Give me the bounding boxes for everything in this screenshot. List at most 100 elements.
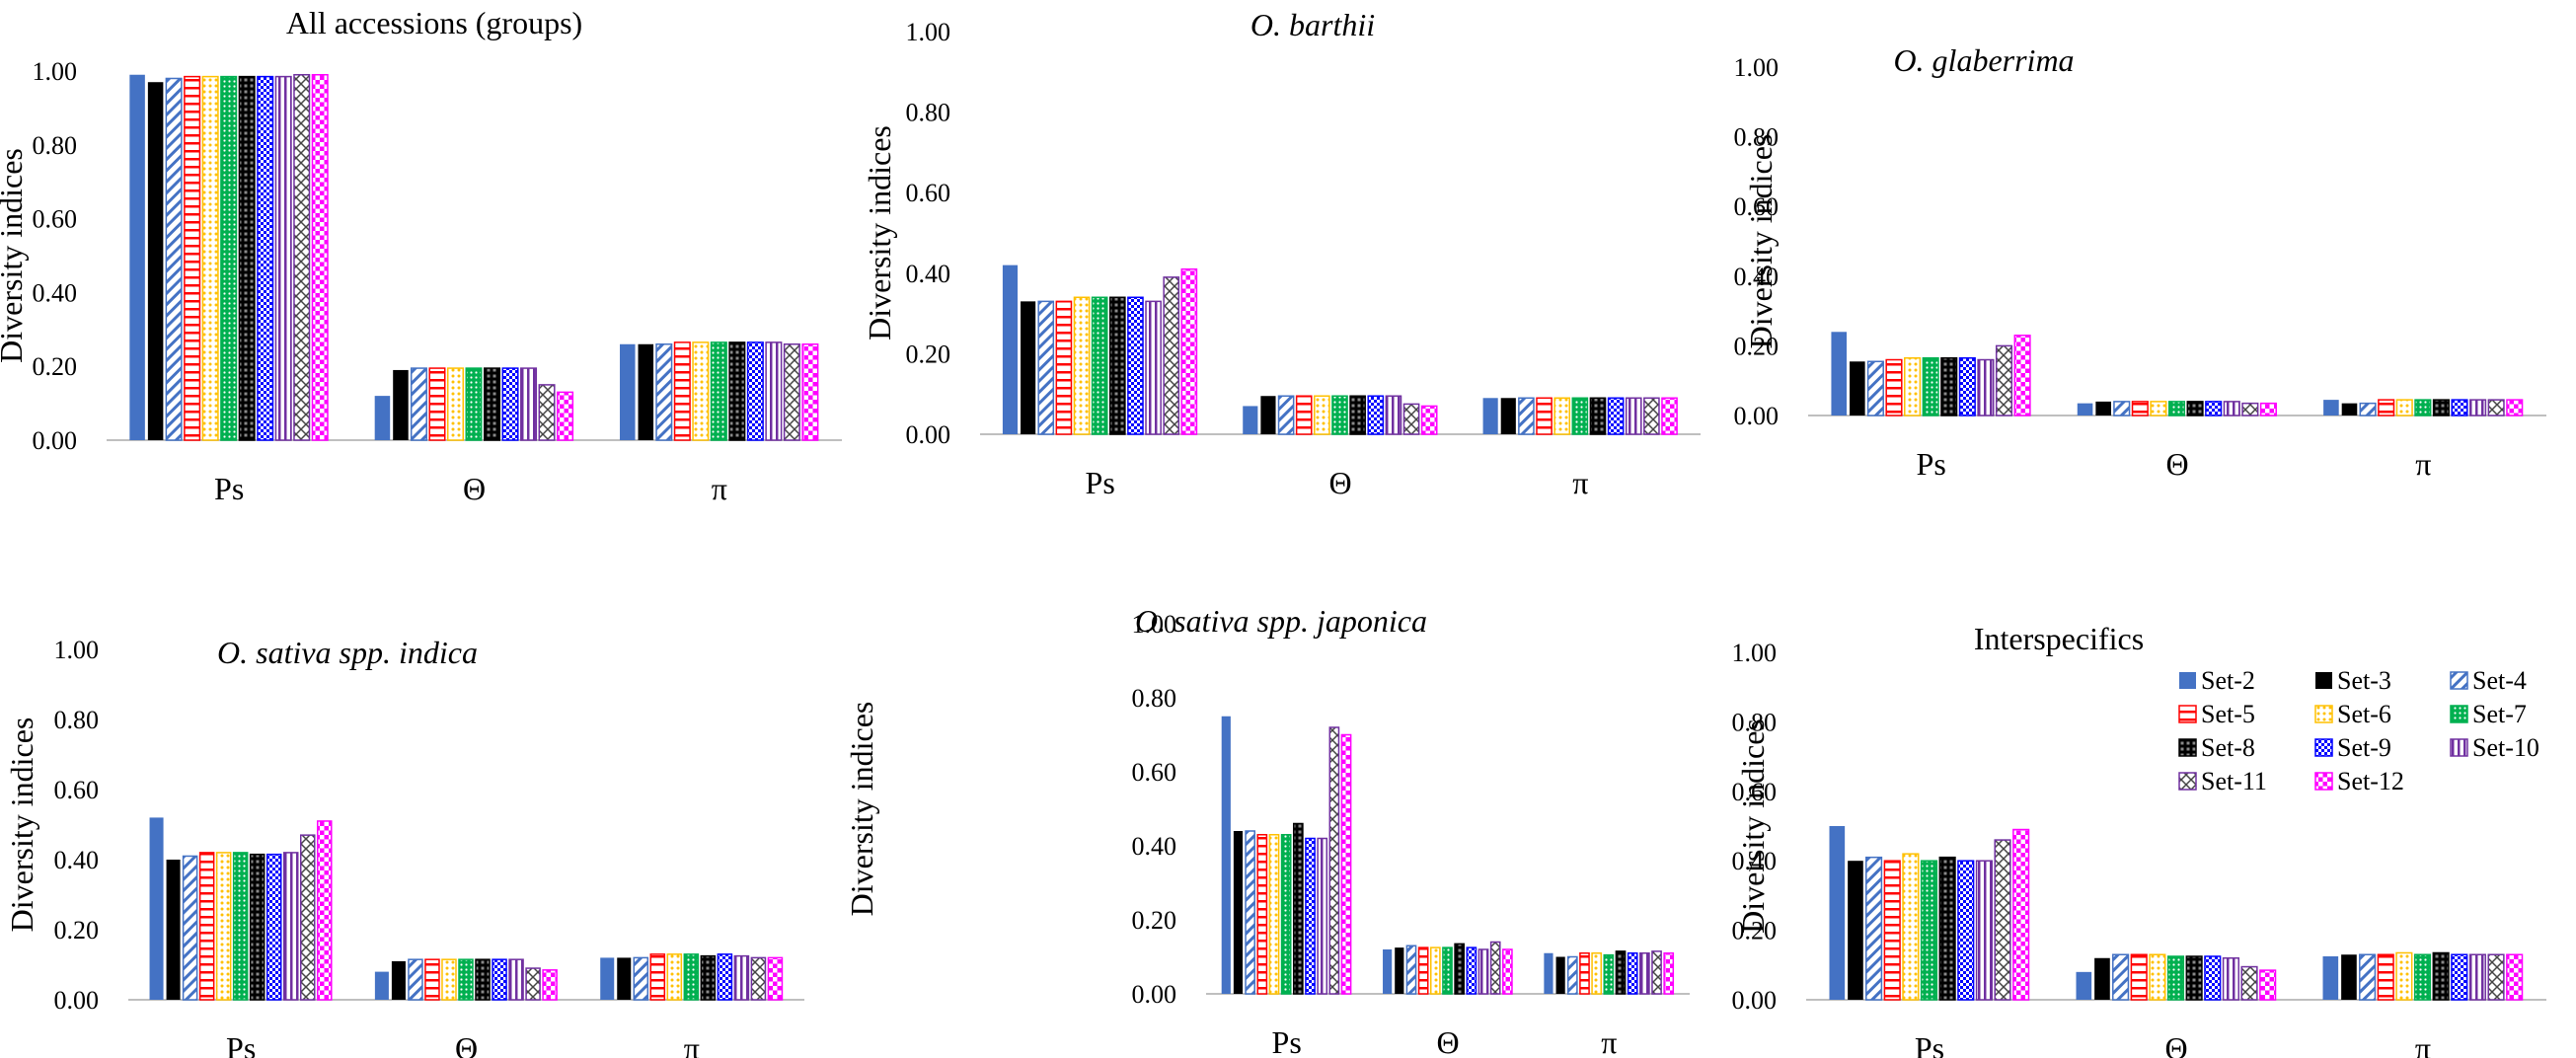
bar-set-3-1 <box>166 860 181 1000</box>
bar-set-8-1 <box>1938 856 1956 1001</box>
bar-set-9-3 <box>2451 953 2468 1001</box>
bar-set-5-1 <box>1256 834 1268 995</box>
chart-title: Interspecifics <box>1974 621 2144 656</box>
bar-set-6-1 <box>1902 853 1920 1001</box>
bar-set-11-3 <box>750 956 767 1001</box>
bar-set-6-2 <box>446 367 464 441</box>
y-tick-label: 0.60 <box>1732 778 1778 806</box>
legend-swatch <box>2314 772 2333 791</box>
bar-set-3-1 <box>1021 301 1036 434</box>
bar-set-3-1 <box>147 82 164 440</box>
bar-set-2-3 <box>620 343 636 440</box>
bar-set-10-2 <box>508 958 524 1001</box>
bar-set-4-3 <box>1518 397 1535 435</box>
bar-set-7-2 <box>1331 395 1348 435</box>
bar-set-12-3 <box>2506 953 2524 1001</box>
bar-set-10-1 <box>1975 860 1993 1001</box>
y-tick-label: 0.80 <box>1132 684 1177 713</box>
bar-set-12-2 <box>542 969 558 1001</box>
legend-item-set-12: Set-12 <box>2314 767 2404 795</box>
bar-set-3-3 <box>617 957 632 1000</box>
bar-set-9-2 <box>501 367 519 441</box>
bar-set-12-3 <box>767 956 784 1001</box>
y-axis-label: Diversity indices <box>1743 134 1779 349</box>
y-tick-label: 0.60 <box>906 179 951 207</box>
bar-set-12-2 <box>2259 402 2277 416</box>
bar-set-10-2 <box>2222 957 2239 1001</box>
bar-set-4-3 <box>1566 955 1578 995</box>
bar-set-3-2 <box>1395 947 1404 994</box>
legend-swatch <box>2179 672 2196 689</box>
y-tick-label: 0.60 <box>1734 192 1780 221</box>
y-tick-label: 0.40 <box>33 278 78 307</box>
bar-set-6-2 <box>1314 395 1330 435</box>
legend-label: Set-3 <box>2337 666 2391 695</box>
chart-title: O. sativa spp. japonica <box>1135 603 1427 639</box>
chart-panel-6: Interspecifics Diversity indices 0.00 0.20 0… <box>1732 621 2546 1058</box>
bar-set-6-3 <box>2395 399 2413 416</box>
bar-set-2-1 <box>129 74 145 441</box>
bar-set-12-2 <box>557 391 574 441</box>
y-tick-label: 0.00 <box>54 986 100 1015</box>
bar-set-2-1 <box>1831 332 1848 416</box>
bar-set-10-1 <box>282 852 299 1001</box>
bar-set-7-1 <box>232 852 249 1001</box>
bar-set-12-1 <box>2013 335 2031 416</box>
bar-set-12-3 <box>1661 397 1678 435</box>
legend-swatch <box>2314 705 2333 723</box>
bar-set-9-3 <box>1627 952 1638 995</box>
bar-set-12-1 <box>317 820 333 1001</box>
bar-set-10-2 <box>2223 401 2240 416</box>
bar-set-5-2 <box>2130 953 2148 1001</box>
bar-set-8-2 <box>475 958 491 1001</box>
bar-set-4-3 <box>2359 402 2377 416</box>
y-tick-label: 0.80 <box>33 131 78 160</box>
bar-set-2-1 <box>1829 826 1846 1000</box>
bar-set-4-1 <box>182 855 198 1001</box>
y-tick-label: 0.00 <box>906 420 951 449</box>
y-tick-label: 0.20 <box>54 916 100 945</box>
bar-set-5-2 <box>2131 401 2149 416</box>
bar-set-6-2 <box>1429 946 1441 995</box>
x-category-label: Ps <box>1086 465 1115 500</box>
bar-set-10-3 <box>1639 952 1650 995</box>
bar-set-9-1 <box>1127 296 1144 435</box>
x-category-label: Θ <box>463 471 486 506</box>
y-tick-label: 0.80 <box>906 99 951 127</box>
legend-item-set-6: Set-6 <box>2314 700 2391 728</box>
y-tick-label: 1.00 <box>906 18 951 46</box>
chart-panel-1: All accessions (groups) Diversity indices… <box>0 5 842 506</box>
bar-set-2-3 <box>1544 952 1553 994</box>
bar-set-3-2 <box>1260 396 1276 434</box>
x-category-label: Ps <box>1915 1030 1944 1058</box>
y-tick-label: 0.60 <box>54 776 100 804</box>
bar-set-7-2 <box>2167 401 2186 416</box>
bar-set-11-3 <box>1651 950 1662 995</box>
bar-set-5-3 <box>673 341 691 441</box>
y-tick-label: 1.00 <box>33 57 78 86</box>
chart-panel-4: O. sativa spp. indica Diversity indices 0.… <box>4 635 804 1058</box>
y-tick-label: 0.40 <box>1732 847 1778 875</box>
bar-set-9-2 <box>2205 401 2223 416</box>
bar-set-5-3 <box>2377 953 2394 1001</box>
bar-set-10-1 <box>1145 300 1162 435</box>
y-tick-label: 1.00 <box>1132 610 1177 639</box>
bar-set-7-3 <box>1571 397 1589 435</box>
x-category-label: Ps <box>1272 1024 1302 1058</box>
bar-set-12-3 <box>2506 399 2524 416</box>
bar-set-2-2 <box>374 396 391 440</box>
bar-set-11-2 <box>538 384 556 441</box>
bar-set-2-1 <box>1002 264 1019 434</box>
bar-set-11-1 <box>1328 726 1340 995</box>
chart-panel-5: O. sativa spp. japonica Diversity indices… <box>844 603 1690 1058</box>
bar-set-4-2 <box>2112 953 2130 1001</box>
y-tick-label: 0.20 <box>906 340 951 368</box>
x-category-label: π <box>1601 1024 1617 1058</box>
bar-set-10-3 <box>765 341 783 441</box>
bar-set-12-1 <box>1180 267 1198 435</box>
bar-set-10-2 <box>520 367 538 441</box>
y-tick-label: 1.00 <box>1732 639 1778 667</box>
y-tick-label: 0.80 <box>1734 123 1780 152</box>
bar-set-6-1 <box>1268 834 1280 995</box>
bar-set-4-3 <box>633 956 649 1001</box>
